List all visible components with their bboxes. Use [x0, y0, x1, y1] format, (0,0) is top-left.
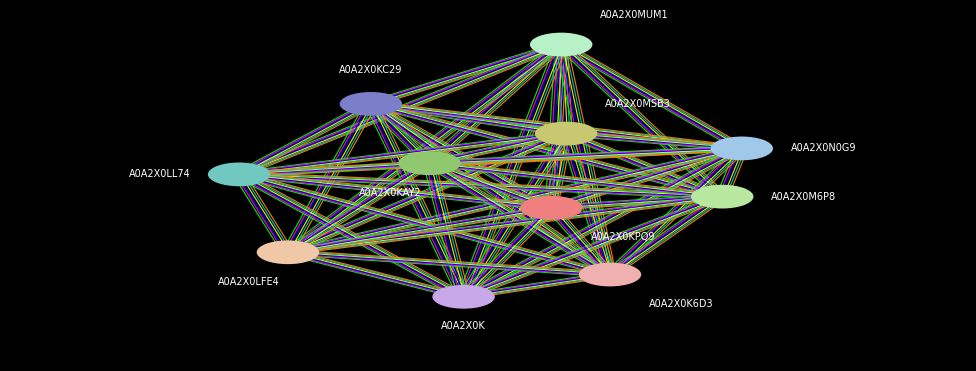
Text: A0A2X0LFE4: A0A2X0LFE4: [218, 277, 280, 287]
Circle shape: [535, 122, 597, 145]
Text: A0A2X0KAY2: A0A2X0KAY2: [359, 188, 422, 198]
Circle shape: [340, 92, 402, 116]
Text: A0A2X0MUM1: A0A2X0MUM1: [600, 10, 669, 20]
Circle shape: [520, 196, 583, 220]
Circle shape: [530, 33, 592, 56]
Circle shape: [257, 240, 319, 264]
Text: A0A2X0N0G9: A0A2X0N0G9: [791, 144, 856, 153]
Text: A0A2X0MSB3: A0A2X0MSB3: [605, 99, 671, 109]
Circle shape: [432, 285, 495, 309]
Text: A0A2X0M6P8: A0A2X0M6P8: [771, 192, 836, 201]
Text: A0A2X0KPQ9: A0A2X0KPQ9: [590, 233, 655, 242]
Text: A0A2X0K6D3: A0A2X0K6D3: [649, 299, 713, 309]
Text: A0A2X0K: A0A2X0K: [441, 322, 486, 331]
Circle shape: [711, 137, 773, 160]
Circle shape: [398, 151, 461, 175]
Circle shape: [579, 263, 641, 286]
Text: A0A2X0KC29: A0A2X0KC29: [340, 66, 402, 75]
Text: A0A2X0LL74: A0A2X0LL74: [129, 170, 190, 179]
Circle shape: [691, 185, 753, 209]
Circle shape: [208, 162, 270, 186]
